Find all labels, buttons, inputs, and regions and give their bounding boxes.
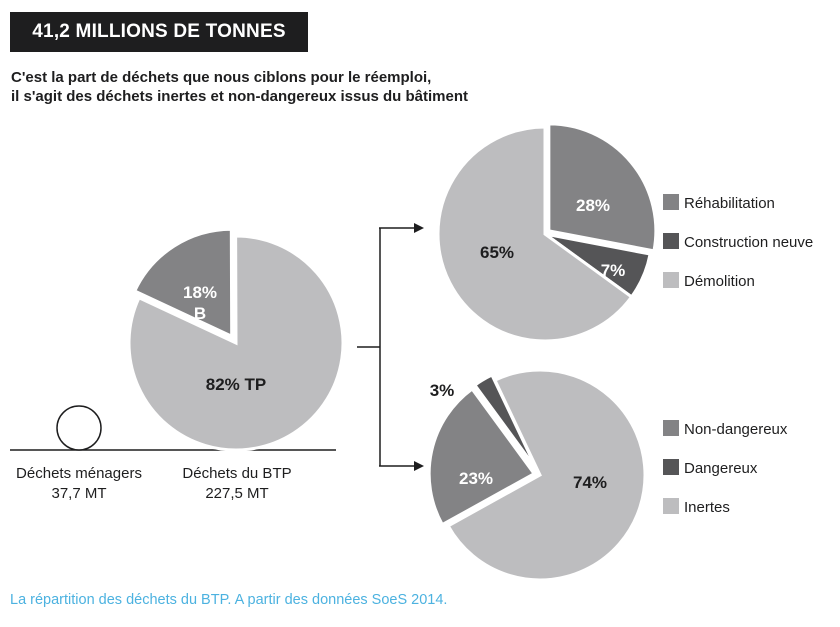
legend-label: Réhabilitation	[684, 195, 775, 212]
slice-label: 74%	[573, 473, 607, 492]
arrow-icon	[414, 461, 424, 471]
pie-slice-r-habilitation	[547, 122, 658, 253]
slice-label: 23%	[459, 469, 493, 488]
subtitle-line-2: il s'agit des déchets inertes et non-dan…	[11, 88, 469, 105]
headline: 41,2 MILLIONS DE TONNES	[10, 12, 308, 52]
legend-swatch	[663, 459, 679, 475]
legend-swatch	[663, 272, 679, 288]
pie-slice-dangereux	[472, 372, 539, 471]
pie-slice-non-dangereux	[427, 386, 537, 527]
legend-label: Dangereux	[684, 460, 758, 477]
legend-swatch	[663, 194, 679, 210]
slice-label: 28%	[576, 196, 610, 215]
slice-label: 3%	[430, 381, 455, 400]
household-waste-circle	[56, 405, 102, 451]
legend-swatch	[663, 420, 679, 436]
btp-label: Déchets du BTP	[182, 465, 291, 482]
legend-swatch	[663, 498, 679, 514]
legend-label: Non-dangereux	[684, 421, 788, 438]
btp-amount: 227,5 MT	[205, 485, 268, 502]
slice-label: 18%	[183, 283, 217, 302]
pie-slice-inertes	[446, 368, 647, 582]
slice-label: 82% TP	[206, 375, 266, 394]
subtitle: C'est la part de déchets que nous ciblon…	[11, 68, 468, 106]
arrow-icon	[414, 223, 424, 233]
slice-label: 65%	[480, 243, 514, 262]
household-label: Déchets ménagers	[16, 465, 142, 482]
connector	[357, 223, 424, 471]
pie-slice-d-molition	[436, 125, 634, 343]
slice-label: 7%	[601, 261, 626, 280]
household-amount: 37,7 MT	[51, 485, 106, 502]
legend-label: Inertes	[684, 499, 730, 516]
legend-label: Construction neuve	[684, 234, 813, 251]
caption: La répartition des déchets du BTP. A par…	[10, 592, 448, 608]
subtitle-line-1: C'est la part de déchets que nous ciblon…	[11, 69, 432, 86]
pie-slice-82-tp	[127, 234, 345, 452]
pie-slice-18-	[132, 227, 234, 339]
legend-swatch	[663, 233, 679, 249]
legend-label: Démolition	[684, 273, 755, 290]
slice-label-secondary: B	[194, 304, 206, 323]
